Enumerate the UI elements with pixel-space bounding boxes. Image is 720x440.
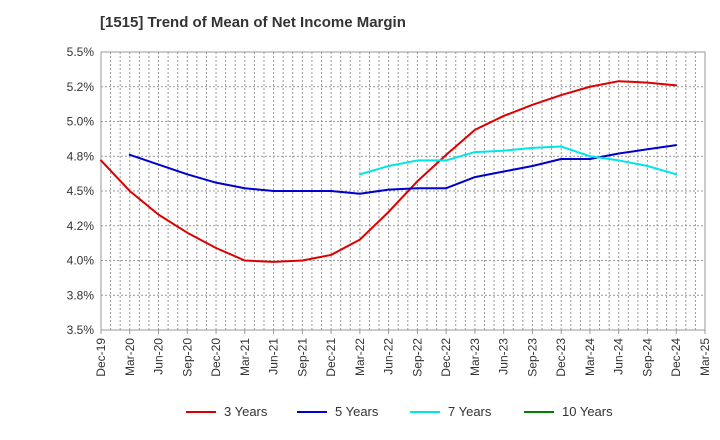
legend-swatch [186,410,216,413]
legend-label: 3 Years [224,404,268,419]
x-tick-label: Sep-24 [640,338,654,377]
series-line-3-years [100,80,678,263]
x-tick-label: Jun-20 [152,338,166,375]
y-tick-label: 4.0% [67,254,95,268]
x-tick-label: Mar-23 [468,338,482,376]
x-tick-label: Mar-21 [238,338,252,376]
x-tick-label: Dec-24 [669,338,683,377]
legend-label: 7 Years [448,404,492,419]
x-tick-label: Sep-20 [180,338,194,377]
series-line-7-years [358,145,678,176]
legend-item: 7 Years [410,404,491,419]
legend-item: 3 Years [186,404,267,419]
y-tick-label: 3.8% [67,288,95,302]
x-tick-label: Dec-22 [439,338,453,377]
y-tick-label: 5.5% [67,45,95,59]
x-tick-label: Jun-23 [497,338,511,375]
x-tick-label: Jun-21 [267,338,281,375]
legend-item: 10 Years [524,404,613,419]
x-tick-label: Jun-22 [382,338,396,375]
chart-legend: 3 Years 5 Years 7 Years 10 Years [0,404,720,426]
legend-item: 5 Years [297,404,378,419]
x-tick-label: Mar-22 [353,338,367,376]
x-tick-label: Mar-20 [123,338,137,376]
legend-label: 10 Years [562,404,613,419]
y-tick-label: 4.2% [67,219,95,233]
legend-swatch [297,410,327,413]
legend-label: 5 Years [335,404,379,419]
x-tick-label: Dec-19 [94,338,108,377]
y-tick-label: 4.8% [67,149,95,163]
x-tick-label: Mar-25 [698,338,712,376]
series-line-5-years [128,144,678,195]
y-tick-label: 4.5% [67,184,95,198]
x-tick-label: Dec-20 [209,338,223,377]
x-tick-label: Sep-21 [295,338,309,377]
x-tick-label: Sep-22 [410,338,424,377]
x-tick-label: Mar-24 [583,338,597,376]
y-tick-label: 5.0% [67,115,95,129]
y-tick-label: 3.5% [67,323,95,337]
legend-swatch [410,410,440,413]
x-tick-label: Dec-21 [324,338,338,377]
chart-title: [1515] Trend of Mean of Net Income Margi… [100,14,406,31]
y-tick-label: 5.2% [67,80,95,94]
legend-swatch [524,410,554,413]
x-tick-label: Dec-23 [554,338,568,377]
x-tick-label: Jun-24 [612,338,626,375]
x-tick-label: Sep-23 [525,338,539,377]
